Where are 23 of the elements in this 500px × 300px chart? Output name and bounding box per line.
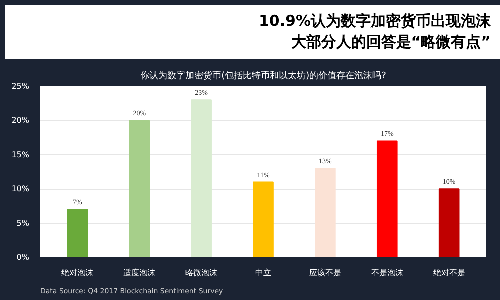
bar — [376, 140, 398, 258]
y-tick-label: 25% — [12, 82, 30, 91]
y-tick-label: 10% — [12, 184, 30, 194]
chart-title: 10.9%认为数字加密货币出现泡沫 — [258, 11, 491, 32]
x-tick-label: 中立 — [256, 268, 272, 278]
text: 你认为数字加密货币(包括比特币和以太坊)的价值存在泡沫吗? — [140, 70, 387, 82]
x-tick-label: 不是泡沫 — [371, 268, 404, 278]
x-tick-label: 适度泡沫 — [124, 268, 156, 278]
bar — [315, 168, 336, 258]
x-tick-label: 绝对不是 — [433, 268, 466, 278]
bar — [67, 209, 88, 258]
bar — [191, 100, 212, 258]
bar — [253, 182, 274, 258]
y-tick-label: 0% — [16, 253, 30, 262]
x-tick-label: 应该不是 — [309, 268, 342, 278]
bar — [438, 188, 460, 258]
y-tick-label: 5% — [16, 218, 30, 228]
y-tick-label: 15% — [12, 150, 30, 160]
y-tick-label: 20% — [12, 116, 30, 126]
chart-subtitle: 大部分人的回答是“略微有点” — [290, 32, 491, 54]
bar — [129, 120, 150, 258]
x-tick-label: 绝对泡沫 — [62, 268, 94, 278]
x-tick-label: 略微泡沫 — [186, 268, 218, 278]
